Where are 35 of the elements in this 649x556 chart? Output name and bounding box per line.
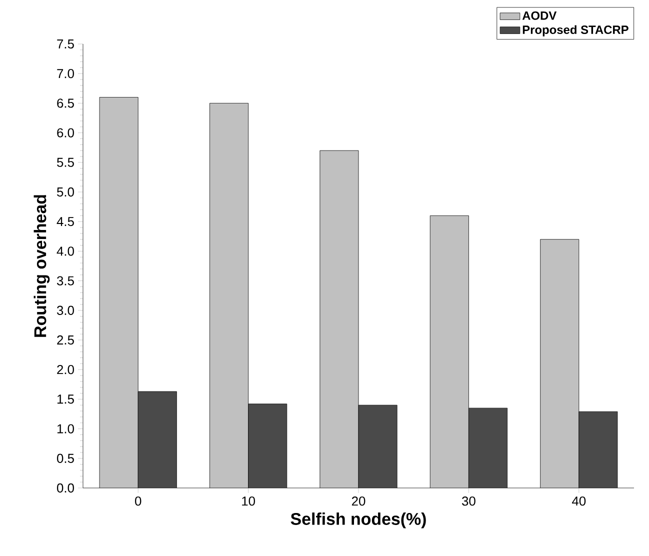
bar bbox=[468, 408, 508, 488]
y-tick-label: 2.5 bbox=[57, 335, 74, 345]
bar bbox=[320, 150, 359, 488]
bar bbox=[248, 404, 287, 488]
y-tick-label: 4.5 bbox=[56, 217, 74, 226]
bar bbox=[100, 97, 138, 488]
bar bbox=[358, 405, 398, 488]
y-tick-label: 2.0 bbox=[57, 364, 74, 374]
y-tick-label: 3.0 bbox=[56, 306, 74, 315]
x-tick-label: 20 bbox=[352, 496, 366, 506]
y-tick-label: 0.5 bbox=[56, 454, 74, 463]
y-tick-label: 4.0 bbox=[56, 246, 74, 256]
legend-label: Proposed STACRP bbox=[522, 25, 628, 36]
x-tick-label: 10 bbox=[242, 496, 256, 506]
x-axis-title: Selfish nodes(%) bbox=[290, 512, 426, 528]
x-tick-label: 0 bbox=[135, 496, 142, 506]
bar bbox=[540, 239, 580, 488]
x-tick-label: 30 bbox=[462, 496, 476, 506]
y-tick-label: 1.5 bbox=[57, 394, 74, 404]
y-tick-label: 6.5 bbox=[57, 98, 74, 108]
y-tick-label: 6.0 bbox=[57, 128, 74, 138]
y-tick-label: 5.0 bbox=[57, 187, 74, 197]
y-tick-label: 0.0 bbox=[56, 483, 74, 493]
bar bbox=[578, 411, 618, 488]
y-tick-label: 5.5 bbox=[57, 158, 74, 167]
legend-label: AODV bbox=[522, 11, 557, 20]
bar bbox=[430, 216, 469, 488]
x-tick-label: 40 bbox=[572, 496, 586, 506]
y-tick-label: 3.5 bbox=[56, 276, 74, 286]
y-axis-title: Routing overhead bbox=[34, 195, 50, 337]
y-tick-label: 1.0 bbox=[57, 424, 74, 434]
bar bbox=[138, 391, 177, 488]
bar bbox=[210, 103, 248, 488]
y-tick-label: 7.0 bbox=[57, 69, 74, 78]
y-tick-label: 7.5 bbox=[57, 39, 74, 49]
